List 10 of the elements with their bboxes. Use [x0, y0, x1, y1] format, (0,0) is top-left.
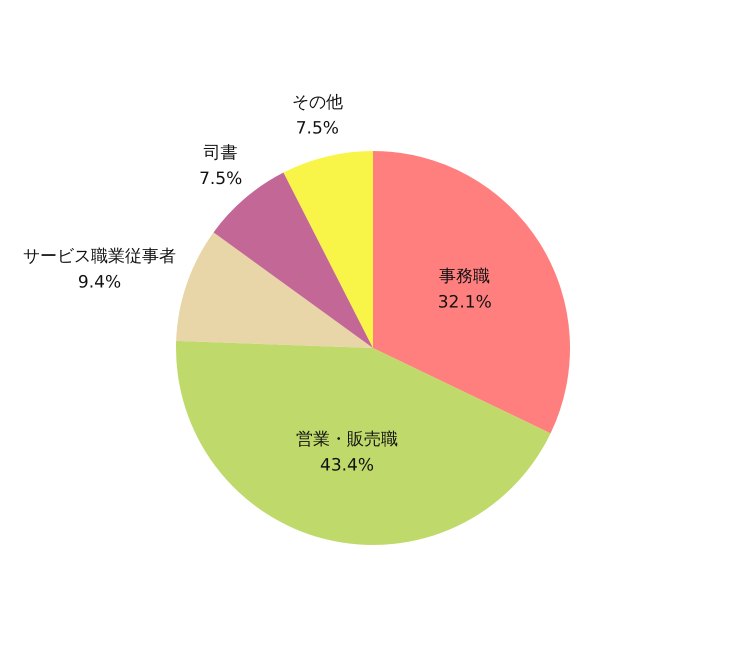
slice-label: 司書: [204, 142, 238, 163]
slice-label: サービス職業従事者: [23, 246, 176, 267]
data-label: 43.4%: [320, 456, 374, 476]
data-label: 7.5%: [199, 168, 242, 189]
data-label: 32.1%: [438, 292, 492, 313]
slice-label: 営業・販売職: [296, 430, 398, 450]
data-label: 7.5%: [296, 118, 339, 138]
data-label: 9.4%: [78, 272, 122, 293]
slice-label: その他: [292, 92, 343, 112]
slice-label: 事務職: [439, 266, 490, 287]
